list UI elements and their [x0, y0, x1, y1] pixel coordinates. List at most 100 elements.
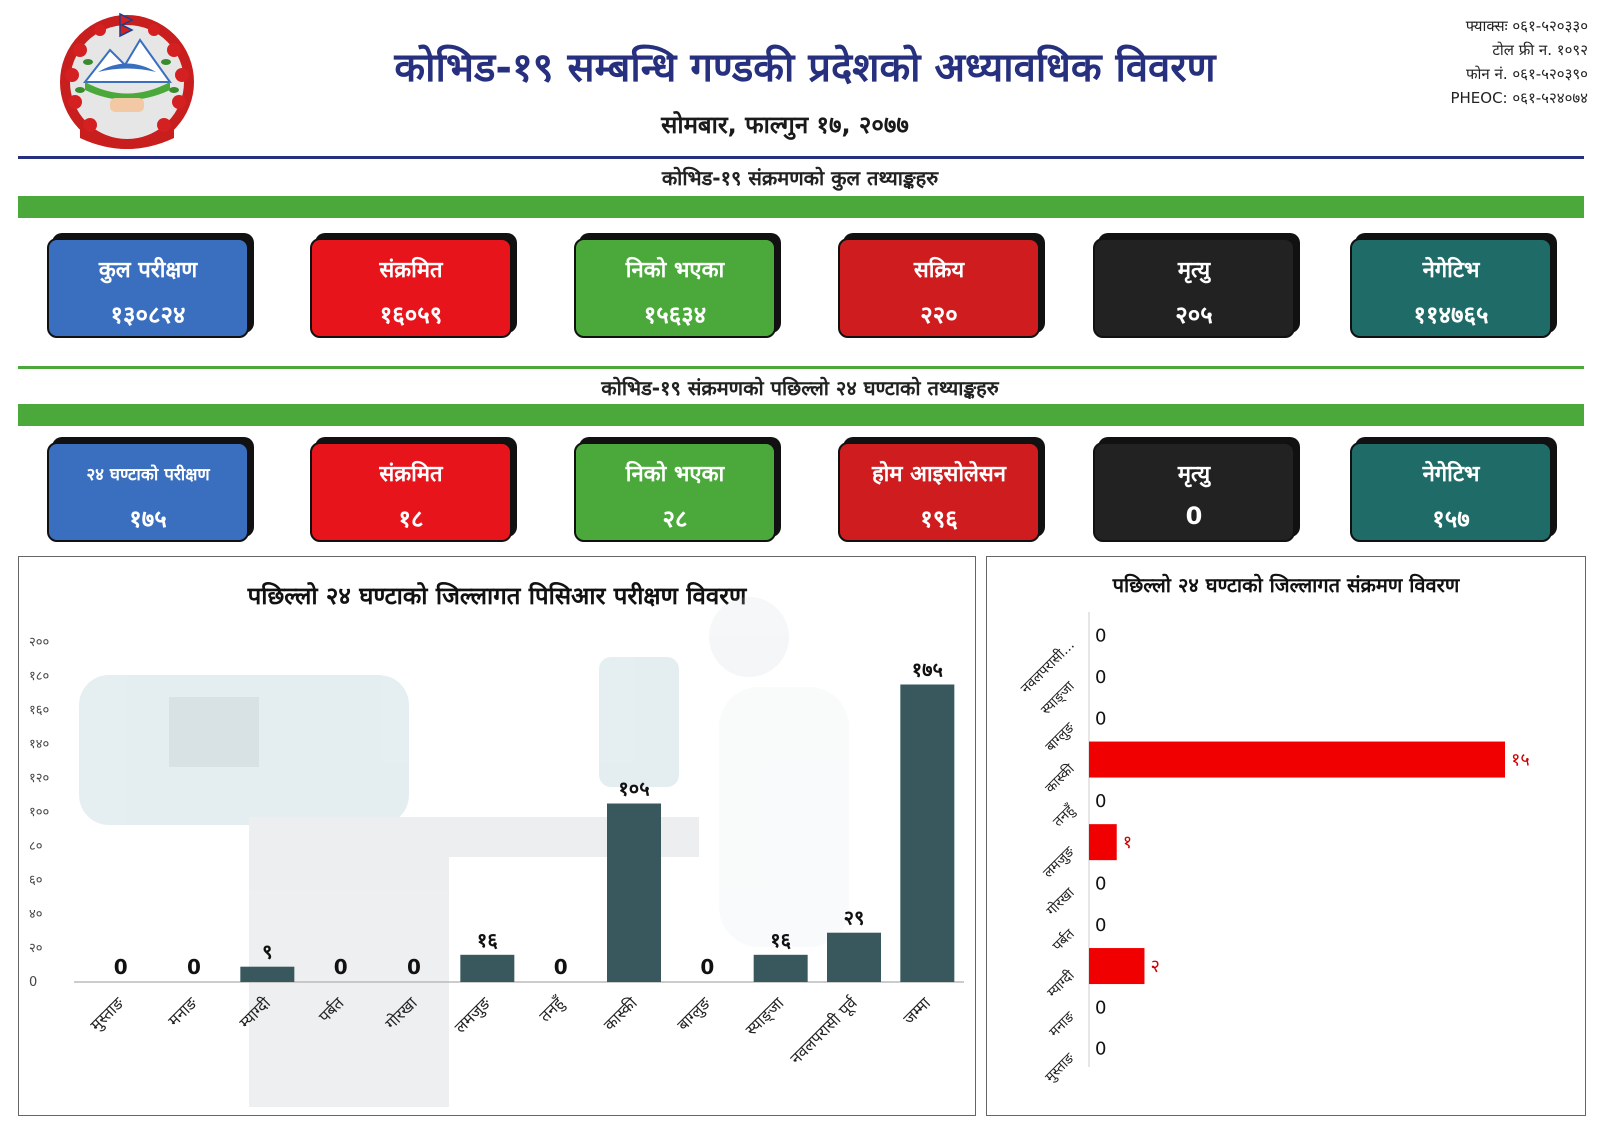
stat-value: २८ — [662, 505, 688, 533]
x-tick-label: तनहुँ — [535, 993, 569, 1027]
total_cards-card-4: मृत्यु २०५ — [1093, 238, 1295, 338]
bar — [240, 966, 295, 982]
data-label: 0 — [554, 955, 568, 979]
data-label: १ — [1123, 832, 1132, 853]
stat-label: मृत्यु — [1177, 462, 1211, 487]
data-label: 0 — [334, 955, 348, 979]
stat-label: मृत्यु — [1177, 258, 1211, 283]
last24_cards-card-5: नेगेटिभ १५७ — [1350, 442, 1552, 542]
stat-value: १५७ — [1432, 505, 1470, 533]
y-tick-label: कास्की — [1042, 760, 1078, 796]
stat-label: कुल परीक्षण — [98, 258, 198, 283]
y-tick-label: स्याङ्जा — [1038, 678, 1078, 718]
x-tick-label: नवलपरासी पूर्व — [786, 993, 862, 1069]
page-title: कोभिड-१९ सम्बन्धि गण्डकी प्रदेशको अध्याव… — [394, 45, 1216, 91]
data-label: २ — [1150, 956, 1159, 977]
total-section-title: कोभिड-१९ संक्रमणको कुल तथ्याङ्कहरु — [661, 166, 939, 190]
data-label: १६ — [477, 928, 498, 952]
data-label: १०५ — [618, 777, 649, 801]
last24_cards-card-3: होम आइसोलेसन १९६ — [838, 442, 1040, 542]
stat-value: २०५ — [1175, 301, 1213, 329]
x-tick-label: लमजुङ — [451, 993, 496, 1038]
data-label: 0 — [1095, 915, 1106, 936]
y-tick-label: १६० — [29, 703, 49, 718]
stat-value: १३०८२४ — [110, 301, 186, 329]
data-label: 0 — [187, 955, 201, 979]
y-tick-label: १२० — [29, 771, 49, 786]
bar — [1089, 948, 1145, 985]
stat-value: १९६ — [920, 505, 958, 533]
stat-label: सक्रिय — [913, 258, 965, 283]
data-label: ९ — [262, 940, 272, 964]
last24_cards-card-1: संक्रमित १८ — [310, 442, 512, 542]
x-tick-label: मनाङ — [164, 993, 201, 1030]
data-label: 0 — [1095, 626, 1106, 647]
total_cards-card-1: संक्रमित १६०५९ — [310, 238, 512, 338]
stat-value: १८ — [398, 505, 424, 533]
data-label: 0 — [114, 955, 128, 979]
stat-value: ११४७६५ — [1413, 301, 1489, 329]
data-label: १६ — [770, 928, 791, 952]
report-date: सोमबार, फाल्गुन १७, २०७७ — [661, 111, 909, 139]
section-divider — [18, 366, 1584, 369]
y-tick-label: ६० — [29, 873, 43, 888]
stat-value: २२० — [920, 301, 958, 329]
data-label: १७५ — [912, 658, 943, 682]
bar — [1089, 741, 1505, 778]
stat-value: १६०५९ — [379, 301, 443, 329]
bar — [827, 932, 881, 982]
stat-value: १७५ — [129, 505, 167, 533]
bar — [900, 684, 955, 982]
y-tick-label: गोरखा — [1043, 884, 1078, 919]
last24-section-bar — [18, 404, 1584, 426]
total_cards-card-0: कुल परीक्षण १३०८२४ — [47, 238, 249, 338]
y-tick-label: मनाङ — [1046, 1008, 1078, 1040]
bar — [460, 954, 515, 982]
data-label: 0 — [1095, 708, 1106, 729]
stat-label: संक्रमित — [379, 462, 443, 487]
data-label: 0 — [700, 955, 714, 979]
data-label: १५ — [1511, 750, 1530, 771]
header-divider — [18, 156, 1584, 159]
total_cards-card-5: नेगेटिभ ११४७६५ — [1350, 238, 1552, 338]
y-tick-label: लमजुङ — [1040, 843, 1078, 881]
last24-section-title: कोभिड-१९ संक्रमणको पछिल्लो २४ घण्टाको तथ… — [601, 376, 999, 400]
contact-pheoc: PHEOC: ०६१-५२४०७४ — [1450, 89, 1588, 107]
data-label: 0 — [1095, 873, 1106, 894]
y-tick-label: बाग्लुङ — [1042, 719, 1078, 755]
pcr-chart-title: पछिल्लो २४ घण्टाको जिल्लागत पिसिआर परीक्… — [247, 582, 747, 610]
y-tick-label: मुस्ताङ — [1042, 1049, 1078, 1085]
contact-toll-free: टोल फ्री न. १०९२ — [1492, 41, 1588, 59]
data-label: 0 — [1095, 791, 1106, 812]
last24_cards-card-2: निको भएका २८ — [574, 442, 776, 542]
stat-label: नेगेटिभ — [1422, 462, 1480, 487]
stat-label: निको भएका — [625, 462, 725, 487]
stat-label: २४ घण्टाको परीक्षण — [86, 465, 210, 485]
x-tick-label: कास्की — [600, 993, 642, 1035]
x-tick-label: बाग्लुङ — [673, 993, 715, 1035]
data-label: 0 — [407, 955, 421, 979]
data-label: २९ — [844, 906, 865, 930]
stat-label: नेगेटिभ — [1422, 258, 1480, 283]
total_cards-card-2: निको भएका १५६३४ — [574, 238, 776, 338]
data-label: 0 — [1095, 667, 1106, 688]
y-tick-label: ४० — [29, 907, 43, 922]
total-section-bar — [18, 196, 1584, 218]
last24_cards-card-0: २४ घण्टाको परीक्षण १७५ — [47, 442, 249, 542]
y-tick-label: म्याग्दी — [1044, 967, 1078, 1001]
data-label: 0 — [1095, 1039, 1106, 1060]
x-tick-label: जम्मा — [899, 993, 935, 1029]
infection-chart-title: पछिल्लो २४ घण्टाको जिल्लागत संक्रमण विवर… — [1112, 573, 1460, 597]
stat-value: १५६३४ — [643, 301, 707, 329]
data-label: 0 — [1095, 997, 1106, 1018]
x-tick-label: मुस्ताङ — [86, 993, 128, 1035]
x-tick-label: स्याङ्जा — [742, 993, 789, 1040]
stat-label: निको भएका — [625, 258, 725, 283]
y-tick-label: ८० — [29, 839, 43, 854]
stat-label: संक्रमित — [379, 258, 443, 283]
infection-chart-panel: पछिल्लो २४ घण्टाको जिल्लागत संक्रमण विवर… — [986, 556, 1586, 1116]
y-tick-label: तनहुँ — [1049, 801, 1079, 831]
y-tick-label: पर्बत — [1049, 925, 1079, 955]
contact-info: फ्याक्सः ०६१-५२०३३० टोल फ्री न. १०९२ फोन… — [1450, 14, 1588, 110]
